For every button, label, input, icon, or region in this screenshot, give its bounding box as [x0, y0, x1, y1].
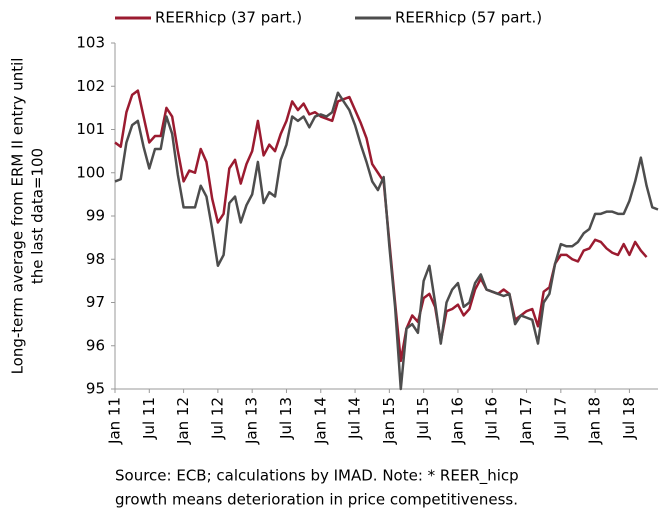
x-tick-label: Jul 18 [620, 397, 638, 440]
legend-label: REERhicp (37 part.) [155, 9, 302, 27]
y-axis-title: the last data=100 [29, 148, 47, 284]
x-tick-label: Jul 12 [208, 397, 226, 440]
x-tick-label: Jan 12 [174, 397, 192, 445]
x-tick-label: Jul 15 [414, 397, 432, 440]
y-tick-label: 97 [86, 293, 105, 311]
y-tick-label: 103 [76, 34, 105, 52]
y-axis-title: Long-term average from ERM II entry unti… [9, 58, 27, 375]
series-line [114, 89, 648, 363]
x-tick-label: Jan 17 [517, 397, 535, 445]
x-tick-label: Jul 14 [346, 397, 364, 440]
y-tick-label: 101 [76, 120, 105, 138]
legend-label: REERhicp (57 part.) [395, 9, 542, 27]
x-tick-label: Jan 18 [586, 397, 604, 445]
x-tick-label: Jul 11 [140, 397, 158, 440]
x-tick-label: Jan 14 [311, 397, 329, 445]
y-tick-label: 95 [86, 380, 105, 398]
x-tick-label: Jan 16 [448, 397, 466, 445]
x-tick-label: Jan 11 [106, 397, 124, 445]
source-note: growth means deterioration in price comp… [115, 491, 518, 509]
x-tick-label: Jan 15 [380, 397, 398, 445]
x-tick-label: Jul 16 [483, 397, 501, 440]
series-line [114, 91, 659, 391]
y-tick-label: 102 [76, 77, 105, 95]
x-tick-label: Jul 17 [551, 397, 569, 440]
x-tick-label: Jan 13 [243, 397, 261, 445]
y-tick-label: 98 [86, 250, 105, 268]
y-tick-label: 100 [76, 163, 105, 181]
source-note: Source: ECB; calculations by IMAD. Note:… [115, 467, 519, 486]
y-tick-label: 99 [86, 207, 105, 225]
x-tick-label: Jul 13 [277, 397, 295, 440]
y-tick-label: 96 [86, 336, 105, 354]
